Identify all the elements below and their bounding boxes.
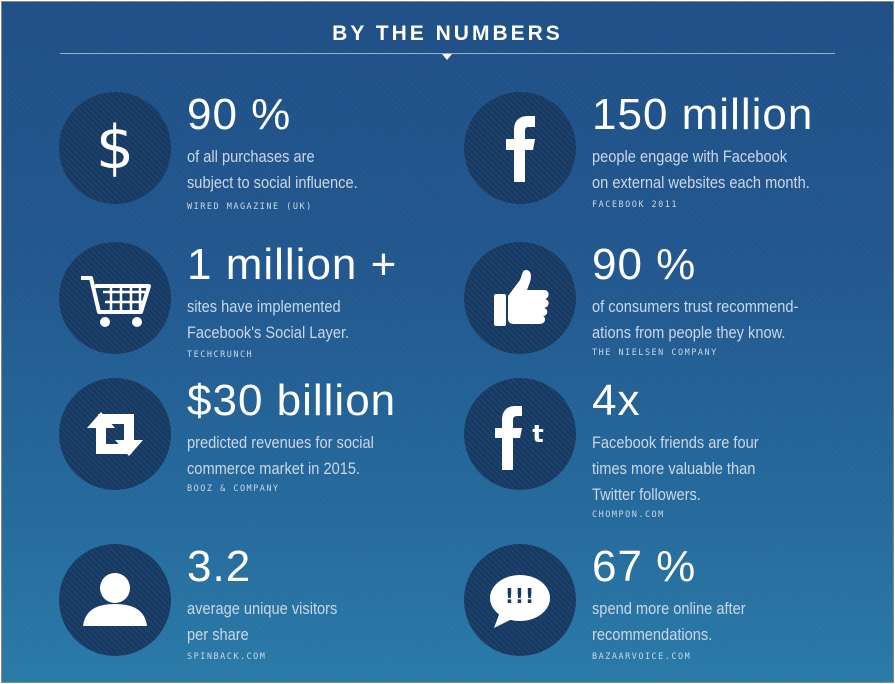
stat-description: people engage with Facebook on external …	[592, 144, 850, 196]
stat-line: people engage with Facebook	[592, 147, 788, 166]
stat-line: Facebook friends are four	[592, 433, 759, 452]
stat-source: TECHCRUNCH	[187, 350, 254, 360]
dollar-icon: $	[59, 92, 171, 204]
thumbs-up-icon	[464, 242, 576, 354]
svg-text:t: t	[532, 420, 543, 448]
stat-description: of all purchases are subject to social i…	[187, 144, 445, 196]
stat-figure: 90 %	[592, 240, 697, 289]
stat-line: sites have implemented	[187, 297, 341, 316]
stat-facebook-friends: t 4x Facebook friends are four times mor…	[464, 376, 884, 520]
speech-bubble-label: !!!	[504, 584, 536, 608]
caret-down-icon	[442, 54, 452, 60]
stat-figure: 1 million +	[187, 240, 398, 289]
stat-source: THE NIELSEN COMPANY	[592, 348, 718, 358]
stat-spend-more: !!! 67 % spend more online after recomme…	[464, 542, 884, 674]
stat-figure: 3.2	[187, 542, 252, 591]
stat-source: CHOMPON.COM	[592, 510, 665, 520]
stat-line: of all purchases are	[187, 147, 315, 166]
stat-purchases: $ 90 % of all purchases are subject to s…	[59, 90, 479, 222]
user-icon	[59, 544, 171, 656]
stat-source: BOOZ & COMPANY	[187, 484, 280, 494]
stat-source: FACEBOOK 2011	[592, 200, 679, 210]
stat-figure: 150 million	[592, 90, 814, 139]
stat-description: sites have implemented Facebook's Social…	[187, 294, 445, 346]
stat-description: spend more online after recommendations.	[592, 596, 850, 648]
stat-line: times more valuable than	[592, 459, 756, 478]
stat-figure: $30 billion	[187, 376, 397, 425]
stat-line: recommendations.	[592, 625, 713, 644]
facebook-twitter-icon: t	[464, 378, 576, 490]
stat-line: commerce market in 2015.	[187, 459, 361, 478]
stat-source: BAZAARVOICE.COM	[592, 652, 692, 662]
stat-line: predicted revenues for social	[187, 433, 374, 452]
stat-sites-implemented: 1 million + sites have implemented Faceb…	[59, 240, 479, 372]
stat-line: Facebook's Social Layer.	[187, 323, 350, 342]
stat-line: Twitter followers.	[592, 485, 701, 504]
stat-line: per share	[187, 625, 249, 644]
header-divider	[60, 53, 835, 54]
speech-bubble-icon: !!!	[464, 544, 576, 656]
stat-figure: 4x	[592, 376, 641, 425]
stat-line: average unique visitors	[187, 599, 338, 618]
facebook-icon	[464, 92, 576, 204]
stat-figure: 90 %	[187, 90, 292, 139]
stat-unique-visitors: 3.2 average unique visitors per share SP…	[59, 542, 479, 674]
stat-line: of consumers trust recommend-	[592, 297, 799, 316]
stat-source: SPINBACK.COM	[187, 652, 267, 662]
stat-description: average unique visitors per share	[187, 596, 445, 648]
stat-social-commerce: $30 billion predicted revenues for socia…	[59, 376, 479, 508]
stat-source: WIRED MAGAZINE (UK)	[187, 202, 313, 212]
stat-description: of consumers trust recommend- ations fro…	[592, 294, 850, 346]
retweet-icon	[59, 378, 171, 490]
stat-line: subject to social influence.	[187, 173, 358, 192]
stat-line: ations from people they know.	[592, 323, 786, 342]
stat-figure: 67 %	[592, 542, 697, 591]
shopping-cart-icon	[59, 242, 171, 354]
stat-description: predicted revenues for social commerce m…	[187, 430, 445, 482]
stat-line: on external websites each month.	[592, 173, 810, 192]
stat-line: spend more online after	[592, 599, 746, 618]
header-title: BY THE NUMBERS	[332, 22, 563, 45]
stat-consumer-trust: 90 % of consumers trust recommend- ation…	[464, 240, 884, 372]
stat-facebook-engagement: 150 million people engage with Facebook …	[464, 90, 884, 222]
svg-text:$: $	[96, 113, 134, 183]
stat-description: Facebook friends are four times more val…	[592, 430, 850, 508]
